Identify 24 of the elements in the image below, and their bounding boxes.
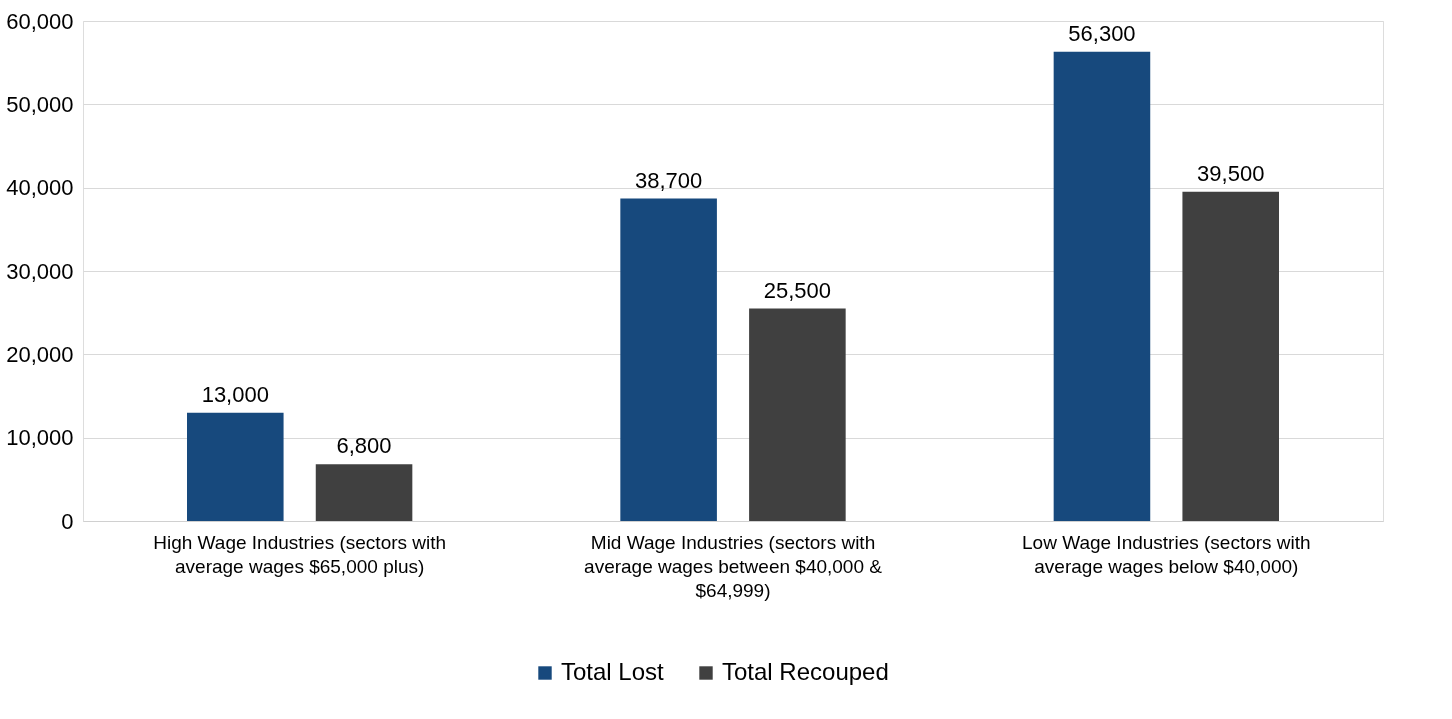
bar	[620, 198, 717, 521]
bar	[749, 308, 846, 521]
y-tick-label: 30,000	[6, 258, 74, 284]
y-tick-label: 10,000	[6, 425, 74, 451]
bar	[187, 412, 284, 521]
y-tick-label: 40,000	[6, 175, 74, 201]
x-tick-label: Mid Wage Industries (sectors with average wages between $40,000 & $64,999)	[584, 531, 883, 601]
bar	[1182, 191, 1279, 521]
data-label: 38,700	[634, 167, 703, 193]
data-label: 13,000	[201, 381, 269, 407]
legend-label: Total Recouped	[722, 658, 889, 685]
y-tick-label: 20,000	[6, 341, 74, 367]
y-tick-label: 50,000	[6, 91, 74, 117]
data-label: 25,500	[763, 277, 832, 303]
x-tick-label: Low Wage Industries (sectors with average wages below $40,000)	[1022, 531, 1311, 577]
data-label: 6,800	[336, 433, 392, 459]
data-label: 39,500	[1197, 160, 1265, 186]
data-label: 56,300	[1068, 20, 1136, 46]
legend-label: Total Lost	[561, 658, 665, 685]
bar	[1053, 51, 1151, 521]
x-tick-label: High Wage Industries (sectors with average wages $65,000 plus)	[153, 531, 447, 577]
y-tick-label: 60,000	[6, 8, 74, 34]
y-tick-label: 0	[61, 508, 74, 534]
bar	[315, 464, 413, 521]
